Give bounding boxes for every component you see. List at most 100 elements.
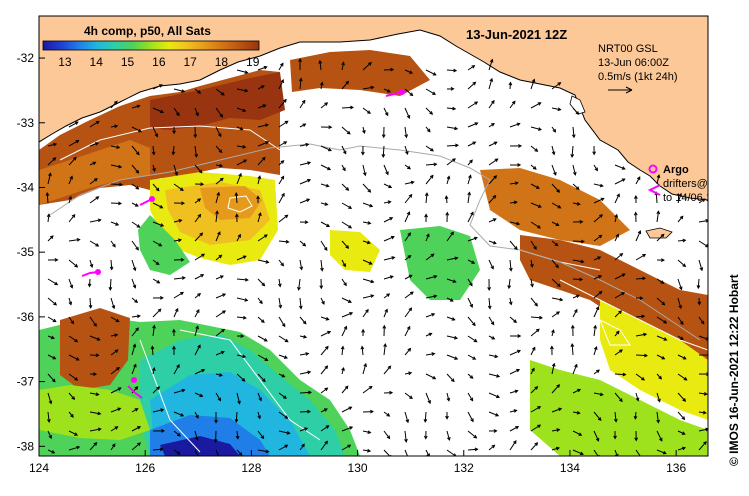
current-arrow xyxy=(530,202,542,208)
current-arrow-head xyxy=(302,123,307,127)
current-arrow xyxy=(236,297,248,301)
current-arrow xyxy=(341,202,352,209)
current-arrow-head xyxy=(599,214,603,218)
current-arrow-head xyxy=(160,109,165,114)
current-arrow xyxy=(446,373,455,382)
current-arrow-head xyxy=(594,167,598,172)
current-arrow xyxy=(425,253,435,261)
current-arrow-head xyxy=(386,89,391,93)
current-arrow xyxy=(508,278,511,289)
current-arrow xyxy=(47,316,57,323)
current-arrow-head xyxy=(598,275,603,279)
current-arrow xyxy=(236,234,241,242)
current-arrow xyxy=(278,392,287,399)
current-arrow xyxy=(299,240,306,247)
current-arrow-head xyxy=(325,425,330,429)
current-arrow xyxy=(110,297,115,309)
current-arrow-head xyxy=(243,159,248,163)
current-arrow-head xyxy=(508,301,513,306)
current-arrow xyxy=(299,353,309,356)
current-arrow-head xyxy=(576,410,581,415)
current-arrow xyxy=(257,157,266,166)
current-arrow-head xyxy=(453,335,459,340)
current-arrow-head xyxy=(369,203,374,208)
current-arrow-head xyxy=(362,172,367,177)
current-arrow-head xyxy=(599,392,604,397)
current-arrow-head xyxy=(469,375,474,379)
current-arrow xyxy=(341,406,352,413)
current-arrow-head xyxy=(194,153,199,158)
current-arrow-head xyxy=(455,143,460,148)
current-arrow xyxy=(131,183,139,190)
current-arrow-head xyxy=(410,180,415,185)
current-arrow xyxy=(425,107,433,115)
current-arrow xyxy=(530,183,540,189)
model-info-line1: NRT00 GSL xyxy=(598,43,658,55)
current-arrow xyxy=(425,449,430,456)
current-arrow xyxy=(194,107,199,116)
current-arrow-head xyxy=(264,123,269,128)
current-arrow-head xyxy=(161,429,165,433)
current-arrow xyxy=(383,275,393,280)
current-arrow-head xyxy=(215,210,219,215)
current-arrow xyxy=(530,102,541,109)
current-arrow xyxy=(446,335,458,339)
current-arrow xyxy=(152,386,160,394)
current-arrow xyxy=(152,308,162,318)
current-arrow-head xyxy=(619,349,623,353)
current-arrow xyxy=(299,316,307,325)
current-arrow-head xyxy=(134,386,139,390)
current-arrow-head xyxy=(555,264,559,269)
current-arrow-head xyxy=(200,274,205,278)
current-arrow xyxy=(467,159,473,166)
current-arrow-head xyxy=(70,413,74,418)
current-arrow xyxy=(215,310,226,318)
current-arrow xyxy=(131,164,139,174)
current-arrow-head xyxy=(429,111,434,115)
current-arrow xyxy=(173,239,182,242)
current-arrow-head xyxy=(360,345,365,350)
current-arrow-head xyxy=(639,296,644,300)
current-arrow-head xyxy=(97,427,102,432)
current-arrow-head xyxy=(69,175,73,180)
current-arrow-head xyxy=(234,419,239,423)
current-arrow xyxy=(467,259,475,264)
current-arrow xyxy=(152,221,164,227)
current-arrow-head xyxy=(559,297,564,302)
current-arrow-head xyxy=(368,385,373,390)
current-arrow-head xyxy=(69,284,74,289)
current-arrow xyxy=(446,392,450,401)
current-arrow xyxy=(215,178,224,185)
current-arrow-head xyxy=(195,414,199,419)
current-arrow xyxy=(236,373,246,382)
current-arrow xyxy=(299,391,311,394)
current-arrow xyxy=(110,125,118,128)
current-arrow-head xyxy=(531,367,535,372)
current-arrow-head xyxy=(258,397,262,402)
current-arrow-head xyxy=(663,337,668,341)
current-arrow-head xyxy=(367,430,372,434)
current-arrow-head xyxy=(614,213,619,218)
current-arrow xyxy=(215,192,220,204)
current-arrow xyxy=(320,365,328,375)
current-arrow-head xyxy=(176,364,180,368)
current-arrow-head xyxy=(343,325,348,330)
land-australia xyxy=(39,16,708,201)
current-arrow-head xyxy=(219,163,224,168)
current-arrow xyxy=(173,430,181,437)
current-arrow-head xyxy=(350,105,355,110)
current-arrow xyxy=(299,179,311,185)
current-arrow-head xyxy=(174,307,179,312)
current-arrow xyxy=(341,81,349,90)
current-arrow xyxy=(656,175,660,185)
current-arrow xyxy=(299,78,302,90)
current-arrow-head xyxy=(575,186,580,190)
current-arrow xyxy=(404,411,409,423)
current-arrow-head xyxy=(306,198,311,203)
current-arrow-head xyxy=(490,321,495,326)
current-arrow-head xyxy=(324,202,329,206)
current-arrow xyxy=(194,309,200,318)
current-arrow xyxy=(551,183,560,193)
current-arrow-head xyxy=(556,428,561,432)
current-arrow xyxy=(404,232,411,242)
